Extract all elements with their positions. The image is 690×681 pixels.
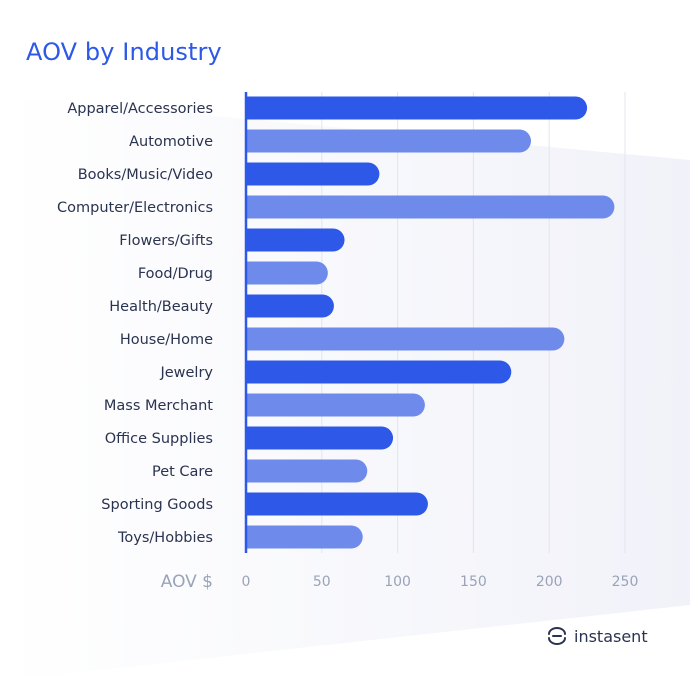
bar-health-beauty [246,294,334,318]
bar-apparel-accessories [246,96,588,120]
category-label: Health/Beauty [109,299,213,315]
gridlines [321,92,626,553]
bar-jewelry [246,360,512,384]
bar-office-supplies [246,426,394,450]
x-tick-label: 50 [313,574,331,590]
bar-automotive [246,129,532,153]
x-tick-label: 0 [242,574,251,590]
bars [246,96,615,549]
category-label: Mass Merchant [104,398,213,414]
category-label: Flowers/Gifts [119,233,213,249]
chart-title: AOV by Industry [26,38,222,66]
x-tick-label: 150 [460,574,487,590]
bar-mass-merchant [246,393,425,417]
category-label: Automotive [129,134,213,150]
category-label: Books/Music/Video [78,167,213,183]
category-labels: Apparel/Accessories Automotive Books/Music… [57,101,213,546]
x-tick-labels: 0 50 100 150 200 250 [242,574,639,590]
category-label: Office Supplies [105,431,213,447]
category-label: Apparel/Accessories [67,101,213,117]
bar-flowers-gifts [246,228,345,252]
bar-house-home [246,327,565,351]
category-label: Computer/Electronics [57,200,213,216]
x-tick-label: 250 [612,574,639,590]
category-label: Jewelry [159,365,213,381]
brand-name: instasent [574,626,648,646]
x-axis-label: AOV $ [161,572,213,592]
category-label: House/Home [120,332,213,348]
category-label: Food/Drug [138,266,213,282]
bar-books-music-video [246,162,380,186]
instasent-logo-icon [548,627,566,645]
category-label: Toys/Hobbies [117,530,213,546]
bar-sporting-goods [246,492,428,516]
x-tick-label: 100 [384,574,411,590]
bar-computer-electronics [246,195,615,219]
bar-pet-care [246,459,368,483]
category-label: Pet Care [152,464,213,480]
x-tick-label: 200 [536,574,563,590]
brand-logo: instasent [546,625,648,647]
bar-toys-hobbies [246,525,363,549]
category-label: Sporting Goods [101,497,213,513]
bar-food-drug [246,261,328,285]
